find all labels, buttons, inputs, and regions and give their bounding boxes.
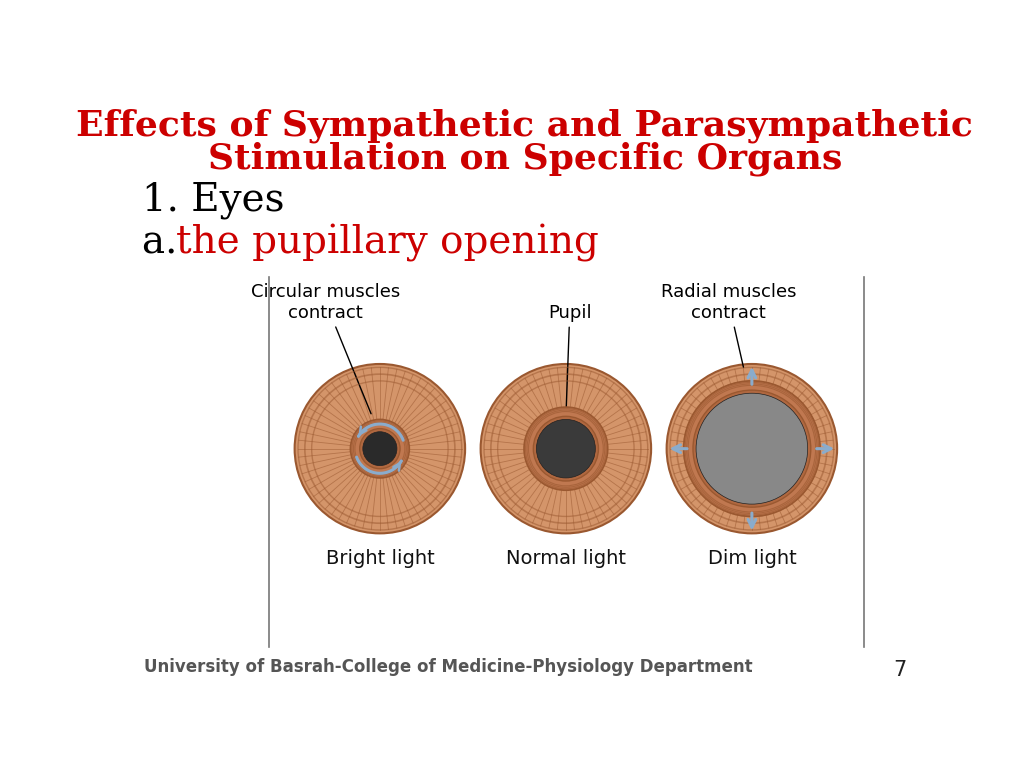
Text: Normal light: Normal light bbox=[506, 549, 626, 568]
Circle shape bbox=[696, 393, 808, 504]
Circle shape bbox=[524, 407, 607, 490]
Circle shape bbox=[684, 381, 820, 516]
Text: Effects of Sympathetic and Parasympathetic: Effects of Sympathetic and Parasympathet… bbox=[77, 108, 973, 143]
Text: a.: a. bbox=[142, 224, 189, 262]
Circle shape bbox=[359, 429, 400, 468]
Circle shape bbox=[537, 419, 595, 478]
Text: Circular muscles
contract: Circular muscles contract bbox=[251, 283, 400, 414]
Text: the pupillary opening: the pupillary opening bbox=[176, 224, 599, 262]
Circle shape bbox=[693, 390, 811, 507]
Circle shape bbox=[534, 416, 598, 481]
Circle shape bbox=[295, 364, 465, 533]
Text: Dim light: Dim light bbox=[708, 549, 797, 568]
Text: Stimulation on Specific Organs: Stimulation on Specific Organs bbox=[208, 141, 842, 176]
Text: 7: 7 bbox=[894, 660, 907, 680]
Text: Bright light: Bright light bbox=[326, 549, 434, 568]
Circle shape bbox=[667, 364, 838, 533]
Text: University of Basrah-College of Medicine-Physiology Department: University of Basrah-College of Medicine… bbox=[143, 657, 752, 676]
Circle shape bbox=[362, 432, 397, 465]
Circle shape bbox=[350, 419, 410, 478]
Text: Radial muscles
contract: Radial muscles contract bbox=[660, 283, 797, 367]
Text: Pupil: Pupil bbox=[548, 303, 592, 415]
Circle shape bbox=[480, 364, 651, 533]
Text: 1. Eyes: 1. Eyes bbox=[142, 181, 285, 219]
